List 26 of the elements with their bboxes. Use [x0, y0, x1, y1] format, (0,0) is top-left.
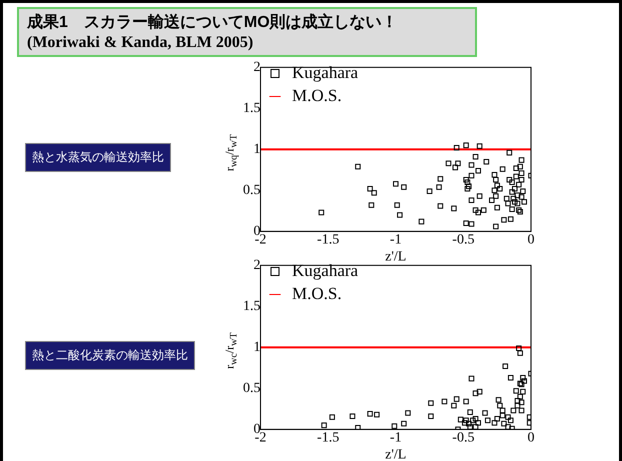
- x-tick-label: 0: [528, 430, 534, 446]
- y-tick-label: 1.5: [243, 101, 260, 116]
- legend-label: Kugahara: [292, 260, 359, 280]
- chart-title: 成果1 スカラー輸送についてMO則は成立しない！: [27, 13, 399, 33]
- y-tick-label: 0.5: [243, 381, 260, 396]
- x-tick-label: -1.5: [317, 430, 340, 446]
- legend-label: M.O.S.: [292, 86, 342, 105]
- y-tick-label: 2: [254, 60, 260, 76]
- legend-label: M.O.S.: [292, 284, 342, 303]
- x-tick-label: 0: [528, 232, 534, 248]
- text: 熱と二酸化炭素の輸送効率比: [25, 341, 195, 370]
- x-axis-title: z'/L: [385, 249, 406, 264]
- text: 熱と水蒸気の輸送効率比: [25, 143, 171, 172]
- y-tick-label: 1: [254, 142, 260, 158]
- x-tick-label: -1: [390, 232, 402, 248]
- x-tick-label: -1: [390, 430, 402, 446]
- chart-subtitle: (Moriwaki & Kanda, BLM 2005): [27, 33, 254, 53]
- x-tick-label: -0.5: [452, 430, 474, 446]
- y-tick-label: 0.5: [243, 183, 260, 198]
- x-tick-label: -0.5: [452, 232, 474, 248]
- x-tick-label: -1.5: [317, 232, 340, 248]
- y-tick-label: 2: [254, 258, 260, 274]
- y-tick-label: 1: [254, 340, 260, 356]
- y-tick-label: 1.5: [243, 299, 260, 314]
- legend-label: Kugahara: [292, 62, 359, 82]
- x-axis-title: z'/L: [385, 447, 406, 461]
